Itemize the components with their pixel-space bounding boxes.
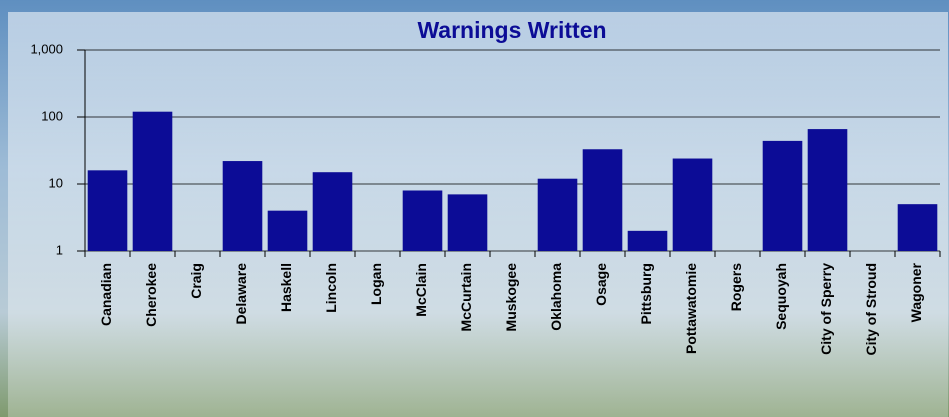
bar (762, 140, 803, 251)
x-tick-label: City of Sperry (818, 263, 834, 355)
x-tick-label: Pottawatomie (683, 263, 699, 354)
bar (807, 129, 848, 251)
bar (87, 170, 128, 251)
x-tick-label: Oklahoma (548, 263, 564, 331)
bar (267, 210, 308, 251)
y-tick-label: 1 (56, 242, 63, 257)
x-tick-label: Osage (593, 263, 609, 306)
x-tick-label: Cherokee (143, 263, 159, 327)
x-tick-label: City of Stroud (863, 263, 879, 356)
bar (447, 194, 488, 251)
bar (582, 149, 623, 251)
bar (897, 204, 938, 251)
bar (312, 172, 353, 251)
x-tick-label: Delaware (233, 263, 249, 325)
x-tick-label: Wagoner (908, 262, 924, 322)
x-tick-label: Muskogee (503, 263, 519, 332)
x-tick-label: McCurtain (458, 263, 474, 331)
bar (402, 190, 443, 251)
bar (672, 158, 713, 251)
x-tick-label: Canadian (98, 263, 114, 326)
y-tick-label: 100 (41, 108, 63, 123)
x-tick-label: Sequoyah (773, 263, 789, 330)
x-tick-label: Craig (188, 263, 204, 299)
x-tick-label: Rogers (728, 263, 744, 311)
x-tick-label: Pittsburg (638, 263, 654, 324)
bar (132, 111, 173, 251)
bar (222, 161, 263, 251)
bar (627, 230, 668, 251)
x-tick-label: Haskell (278, 263, 294, 312)
chart-title: Warnings Written (417, 17, 606, 43)
bar (537, 178, 578, 251)
x-tick-label: Lincoln (323, 263, 339, 313)
y-tick-label: 1,000 (30, 41, 63, 56)
x-tick-label: McClain (413, 263, 429, 317)
y-tick-label: 10 (49, 175, 63, 190)
x-tick-label: Logan (368, 263, 384, 305)
